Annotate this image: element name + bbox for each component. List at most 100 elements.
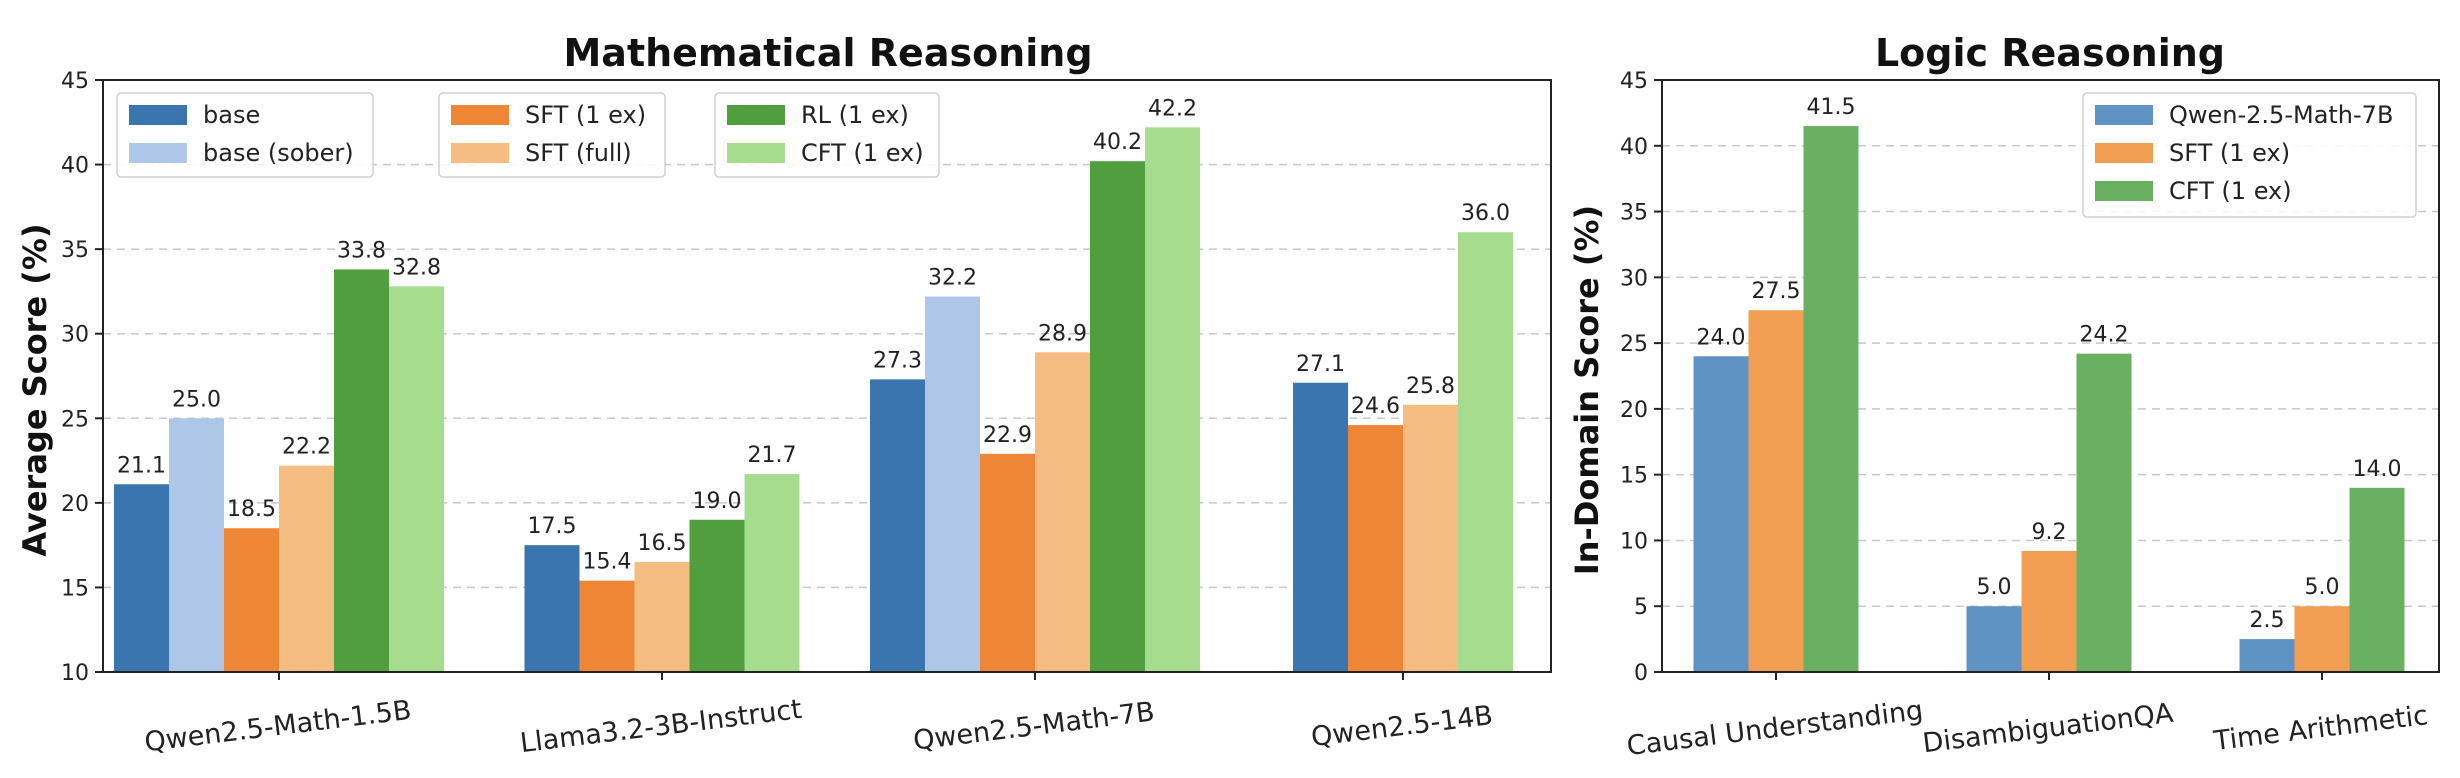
logic-data-labels: 24.027.5 41.5 5.0 9.2 24.2 2.5 5.0 14.0: [1697, 95, 2402, 633]
logic-bars: [1693, 126, 2405, 673]
logic-legend-swatch-sft-1-ex: [2095, 143, 2153, 163]
math-bar-sft-full-qwen2-5-14b: [1403, 404, 1458, 672]
math-chart-title: Mathematical Reasoning: [563, 31, 1092, 75]
math-data-label: 24.6: [1351, 394, 1400, 419]
math-legend-label: RL (1 ex): [801, 101, 909, 129]
math-legend-label: SFT (1 ex): [525, 101, 646, 129]
math-data-label: 25.0: [172, 387, 221, 412]
math-bar-rl-1-ex-llama3-2-3b-instruct: [689, 519, 745, 672]
math-bar-base-sober-qwen2-5-math-7b: [925, 296, 980, 672]
math-bar-base-qwen2-5-math-1-5b: [114, 484, 169, 672]
math-data-label: 40.2: [1093, 130, 1142, 155]
math-x-tick-label: Qwen2.5-Math-1.5B: [143, 695, 413, 758]
logic-bar-sft-1-ex-disambiguationqa: [2021, 550, 2077, 672]
math-y-tick-label: 40: [61, 154, 89, 179]
logic-legend-box: [2082, 92, 2417, 218]
math-x-tick-label: Qwen2.5-14B: [1309, 700, 1494, 753]
math-data-label: 27.3: [873, 348, 922, 373]
math-bars: [114, 127, 1513, 673]
logic-reasoning-panel: Logic Reasoning In-Domain Score (%) 24.0…: [1568, 31, 2440, 762]
math-bar-cft-1-ex-llama3-2-3b-instruct: [744, 474, 800, 672]
logic-data-label: 2.5: [2250, 608, 2285, 633]
logic-data-label: 24.2: [2080, 323, 2129, 348]
logic-y-axis-label: In-Domain Score (%): [1568, 205, 1606, 575]
logic-x-tick-label: DisambiguationQA: [1921, 698, 2176, 760]
math-y-tick-label: 35: [61, 238, 89, 263]
logic-legend-label: CFT (1 ex): [2169, 177, 2292, 205]
math-data-label: 15.4: [583, 550, 632, 575]
logic-y-tick-label: 40: [1620, 135, 1648, 160]
logic-y-tick-label: 45: [1620, 69, 1648, 94]
logic-y-tick-label: 10: [1620, 529, 1648, 554]
math-data-label: 18.5: [227, 497, 276, 522]
math-data-labels: 21.1 25.0 18.5 22.2 33.832.8 17.515.416.519.0…: [117, 96, 1510, 574]
math-y-tick-label: 45: [61, 69, 89, 94]
math-data-label: 22.9: [983, 423, 1032, 448]
math-legend-label: base: [203, 101, 260, 129]
math-bar-base-sober-qwen2-5-math-1-5b: [169, 418, 224, 672]
math-data-label: 36.0: [1461, 201, 1510, 226]
math-y-tick-label: 25: [61, 407, 89, 432]
math-bar-cft-1-ex-qwen2-5-14b: [1458, 232, 1513, 672]
logic-plot-frame: [1661, 79, 2440, 673]
math-data-label: 19.0: [693, 489, 742, 514]
math-y-ticks: 10 15 20 25 30 35 40 45: [61, 69, 103, 686]
math-bar-sft-full-qwen2-5-math-1-5b: [279, 465, 334, 672]
math-y-axis-label: Average Score (%): [16, 223, 54, 556]
math-legend-swatch-sft-1-ex: [451, 105, 509, 125]
logic-y-tick-label: 0: [1634, 661, 1648, 686]
math-bar-base-llama3-2-3b-instruct: [524, 545, 580, 672]
math-legend-swatch-cft-1-ex: [727, 143, 785, 163]
logic-y-tick-label: 35: [1620, 201, 1648, 226]
math-data-label: 33.8: [337, 238, 386, 263]
logic-bar-cft-1-ex-time-arithmetic: [2349, 487, 2405, 672]
logic-y-tick-label: 25: [1620, 332, 1648, 357]
math-data-label: 21.7: [748, 443, 797, 468]
logic-chart-title: Logic Reasoning: [1875, 31, 2225, 75]
logic-legend-swatch-cft-1-ex: [2095, 181, 2153, 201]
math-legend-label: SFT (full): [525, 139, 632, 167]
math-data-label: 25.8: [1406, 374, 1455, 399]
logic-data-label: 5.0: [1977, 575, 2012, 600]
math-x-ticks: Qwen2.5-Math-1.5B Llama3.2-3B-Instruct Qwe…: [143, 672, 1494, 759]
math-legend-swatch-base-sober: [129, 143, 187, 163]
math-bar-sft-full-qwen2-5-math-7b: [1035, 352, 1090, 672]
math-y-tick-label: 30: [61, 323, 89, 348]
math-bar-sft-1-ex-qwen2-5-math-1-5b: [224, 528, 279, 672]
math-bar-sft-1-ex-llama3-2-3b-instruct: [579, 580, 635, 672]
logic-data-label: 9.2: [2032, 520, 2067, 545]
logic-y-tick-label: 20: [1620, 398, 1648, 423]
math-bar-base-qwen2-5-math-7b: [870, 379, 925, 672]
logic-bar-cft-1-ex-disambiguationqa: [2076, 353, 2132, 672]
logic-legend: Qwen-2.5-Math-7B SFT (1 ex) CFT (1 ex): [2082, 92, 2417, 218]
math-data-label: 16.5: [638, 531, 687, 556]
math-data-label: 42.2: [1148, 96, 1197, 121]
math-data-label: 32.8: [392, 255, 441, 280]
math-x-tick-label: Llama3.2-3B-Instruct: [518, 694, 803, 759]
logic-bar-sft-1-ex-time-arithmetic: [2294, 606, 2350, 672]
math-bar-cft-1-ex-qwen2-5-math-7b: [1145, 127, 1200, 673]
math-y-tick-label: 10: [61, 661, 89, 686]
math-data-label: 28.9: [1038, 321, 1087, 346]
logic-data-label: 27.5: [1752, 279, 1801, 304]
logic-data-label: 41.5: [1807, 95, 1856, 120]
math-legend-label: CFT (1 ex): [801, 139, 924, 167]
logic-data-label: 14.0: [2353, 457, 2402, 482]
math-bar-sft-1-ex-qwen2-5-14b: [1348, 425, 1403, 672]
math-data-label: 17.5: [528, 514, 577, 539]
logic-data-label: 5.0: [2305, 575, 2340, 600]
math-data-label: 32.2: [928, 266, 977, 291]
math-bar-sft-1-ex-qwen2-5-math-7b: [980, 453, 1035, 672]
math-legend-swatch-sft-full: [451, 143, 509, 163]
logic-data-label: 24.0: [1697, 325, 1746, 350]
logic-legend-swatch-qwen-2-5-math-7b: [2095, 105, 2153, 125]
math-y-tick-label: 15: [61, 576, 89, 601]
logic-y-tick-label: 5: [1634, 595, 1648, 620]
math-legend: base base (sober) SFT (1 ex) SFT (full) RL (…: [116, 92, 940, 178]
math-x-tick-label: Qwen2.5-Math-7B: [912, 696, 1157, 756]
logic-bar-qwen-2-5-math-7b-disambiguationqa: [1966, 606, 2022, 672]
math-bar-base-qwen2-5-14b: [1293, 382, 1348, 672]
math-bar-rl-1-ex-qwen2-5-math-1-5b: [334, 269, 389, 672]
math-legend-swatch-rl-1-ex: [727, 105, 785, 125]
